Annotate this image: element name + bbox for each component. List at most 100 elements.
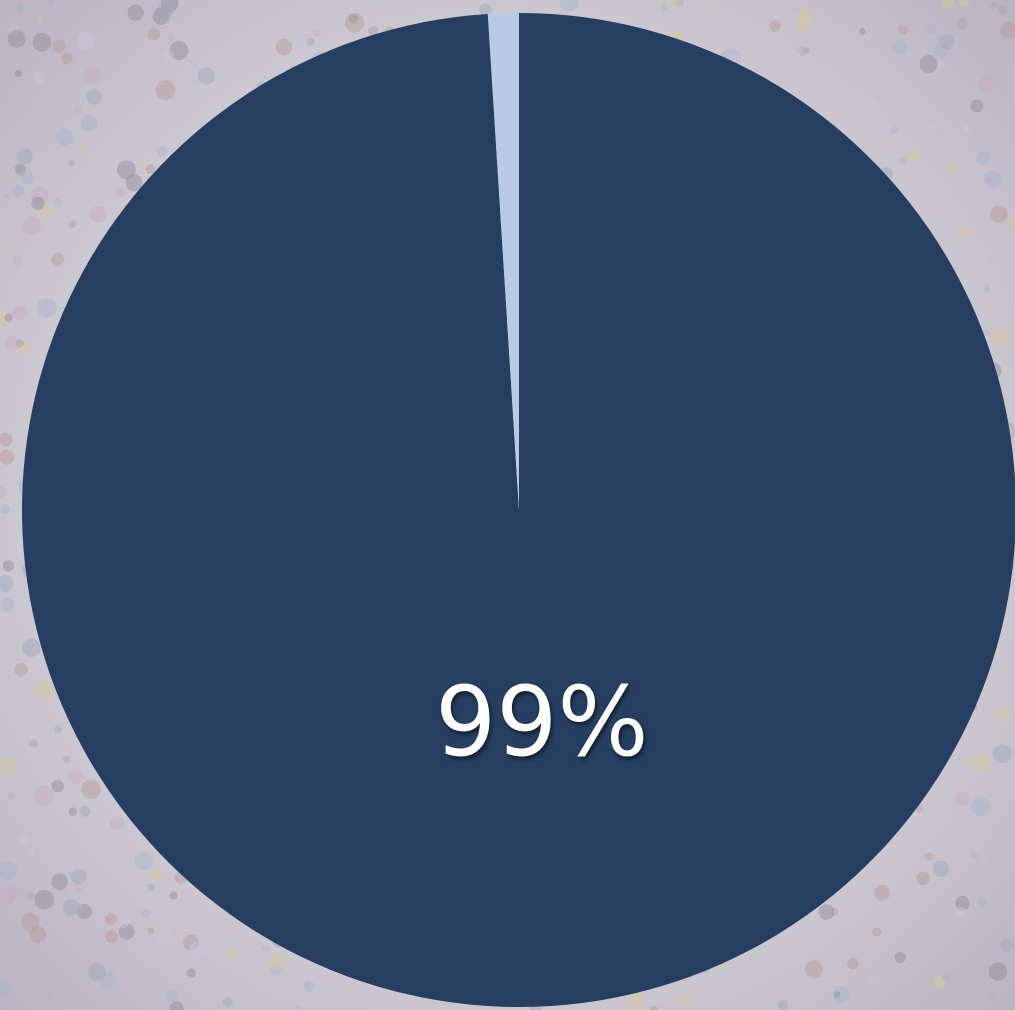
texture-dot xyxy=(0,980,12,996)
texture-dot xyxy=(668,0,682,10)
texture-dot xyxy=(797,45,808,56)
texture-dot xyxy=(916,871,930,886)
texture-dot xyxy=(154,925,174,945)
texture-dot xyxy=(188,942,207,961)
texture-dot xyxy=(261,944,271,953)
texture-dot xyxy=(109,816,124,831)
texture-dot xyxy=(118,923,135,940)
texture-dot xyxy=(874,884,891,901)
texture-dot xyxy=(948,163,958,173)
texture-dot xyxy=(969,850,978,859)
texture-dot xyxy=(127,4,144,22)
texture-dot xyxy=(267,962,274,970)
texture-dot xyxy=(832,985,850,1003)
texture-dot xyxy=(859,28,866,35)
texture-dot xyxy=(954,791,970,806)
texture-dot xyxy=(777,999,789,1010)
texture-dot xyxy=(16,4,24,12)
texture-dot xyxy=(155,3,173,21)
texture-dot xyxy=(186,968,196,978)
texture-dot xyxy=(0,485,7,499)
texture-dot xyxy=(7,792,16,801)
texture-dot xyxy=(29,739,38,748)
texture-dot xyxy=(995,706,1012,723)
texture-dot xyxy=(4,313,13,322)
texture-dot xyxy=(7,29,26,48)
texture-dot xyxy=(14,663,28,677)
texture-dot xyxy=(275,38,293,56)
texture-dot xyxy=(990,1,998,9)
texture-dot xyxy=(796,7,814,25)
texture-dot xyxy=(36,297,57,318)
texture-dot xyxy=(0,756,17,776)
texture-dot xyxy=(62,756,71,764)
texture-dot xyxy=(983,284,991,293)
texture-dot xyxy=(119,918,130,929)
texture-dot xyxy=(169,40,189,61)
texture-dot xyxy=(485,5,494,14)
texture-dot xyxy=(178,0,185,6)
texture-dot xyxy=(939,34,955,50)
texture-dot xyxy=(169,1001,184,1010)
texture-dot xyxy=(661,4,668,11)
texture-dot xyxy=(891,39,908,56)
texture-dot xyxy=(62,899,80,916)
texture-dot xyxy=(36,16,44,25)
texture-dot xyxy=(847,957,859,970)
texture-dot xyxy=(872,927,882,937)
texture-dot xyxy=(147,927,155,935)
texture-dot xyxy=(51,873,69,891)
texture-dot xyxy=(80,114,98,132)
texture-dot xyxy=(998,4,1008,15)
texture-dot xyxy=(906,149,921,163)
texture-dot xyxy=(116,160,136,180)
texture-dot xyxy=(803,47,810,54)
texture-dot xyxy=(160,0,179,12)
texture-dot xyxy=(869,976,878,985)
texture-dot xyxy=(970,99,984,113)
texture-dot xyxy=(368,25,379,36)
texture-dot xyxy=(312,28,321,37)
texture-dot xyxy=(147,883,155,892)
texture-dot xyxy=(0,574,14,592)
texture-dot xyxy=(67,769,84,785)
texture-dot xyxy=(30,185,49,204)
texture-dot xyxy=(990,205,1008,223)
texture-dot xyxy=(990,326,1010,346)
texture-dot xyxy=(929,123,940,135)
texture-dot xyxy=(32,32,52,52)
texture-dot xyxy=(29,926,47,944)
texture-dot xyxy=(182,934,199,951)
texture-dot xyxy=(147,27,161,41)
texture-dot xyxy=(978,897,988,907)
texture-dot xyxy=(68,807,78,816)
texture-dot xyxy=(12,255,23,266)
texture-dot xyxy=(15,339,24,348)
texture-dot xyxy=(833,991,841,998)
texture-dot xyxy=(141,909,151,919)
texture-dot xyxy=(916,805,924,813)
texture-dot xyxy=(22,216,42,235)
texture-dot xyxy=(33,680,54,701)
texture-dot xyxy=(957,226,970,239)
texture-dot xyxy=(115,186,126,198)
texture-dot xyxy=(105,913,117,926)
texture-dot xyxy=(986,988,997,999)
texture-dot xyxy=(332,24,339,32)
texture-dot xyxy=(0,309,9,326)
texture-dot xyxy=(942,973,951,982)
texture-dot xyxy=(985,175,994,184)
texture-dot xyxy=(33,785,54,806)
texture-dot xyxy=(152,7,170,25)
texture-dot xyxy=(303,980,315,992)
texture-dot xyxy=(919,55,938,74)
texture-dot xyxy=(27,892,35,900)
texture-dot xyxy=(14,163,27,175)
texture-dot xyxy=(149,868,162,881)
texture-dot xyxy=(977,310,987,320)
texture-dot xyxy=(307,37,315,46)
texture-dot xyxy=(479,3,492,16)
texture-dot xyxy=(14,69,22,78)
